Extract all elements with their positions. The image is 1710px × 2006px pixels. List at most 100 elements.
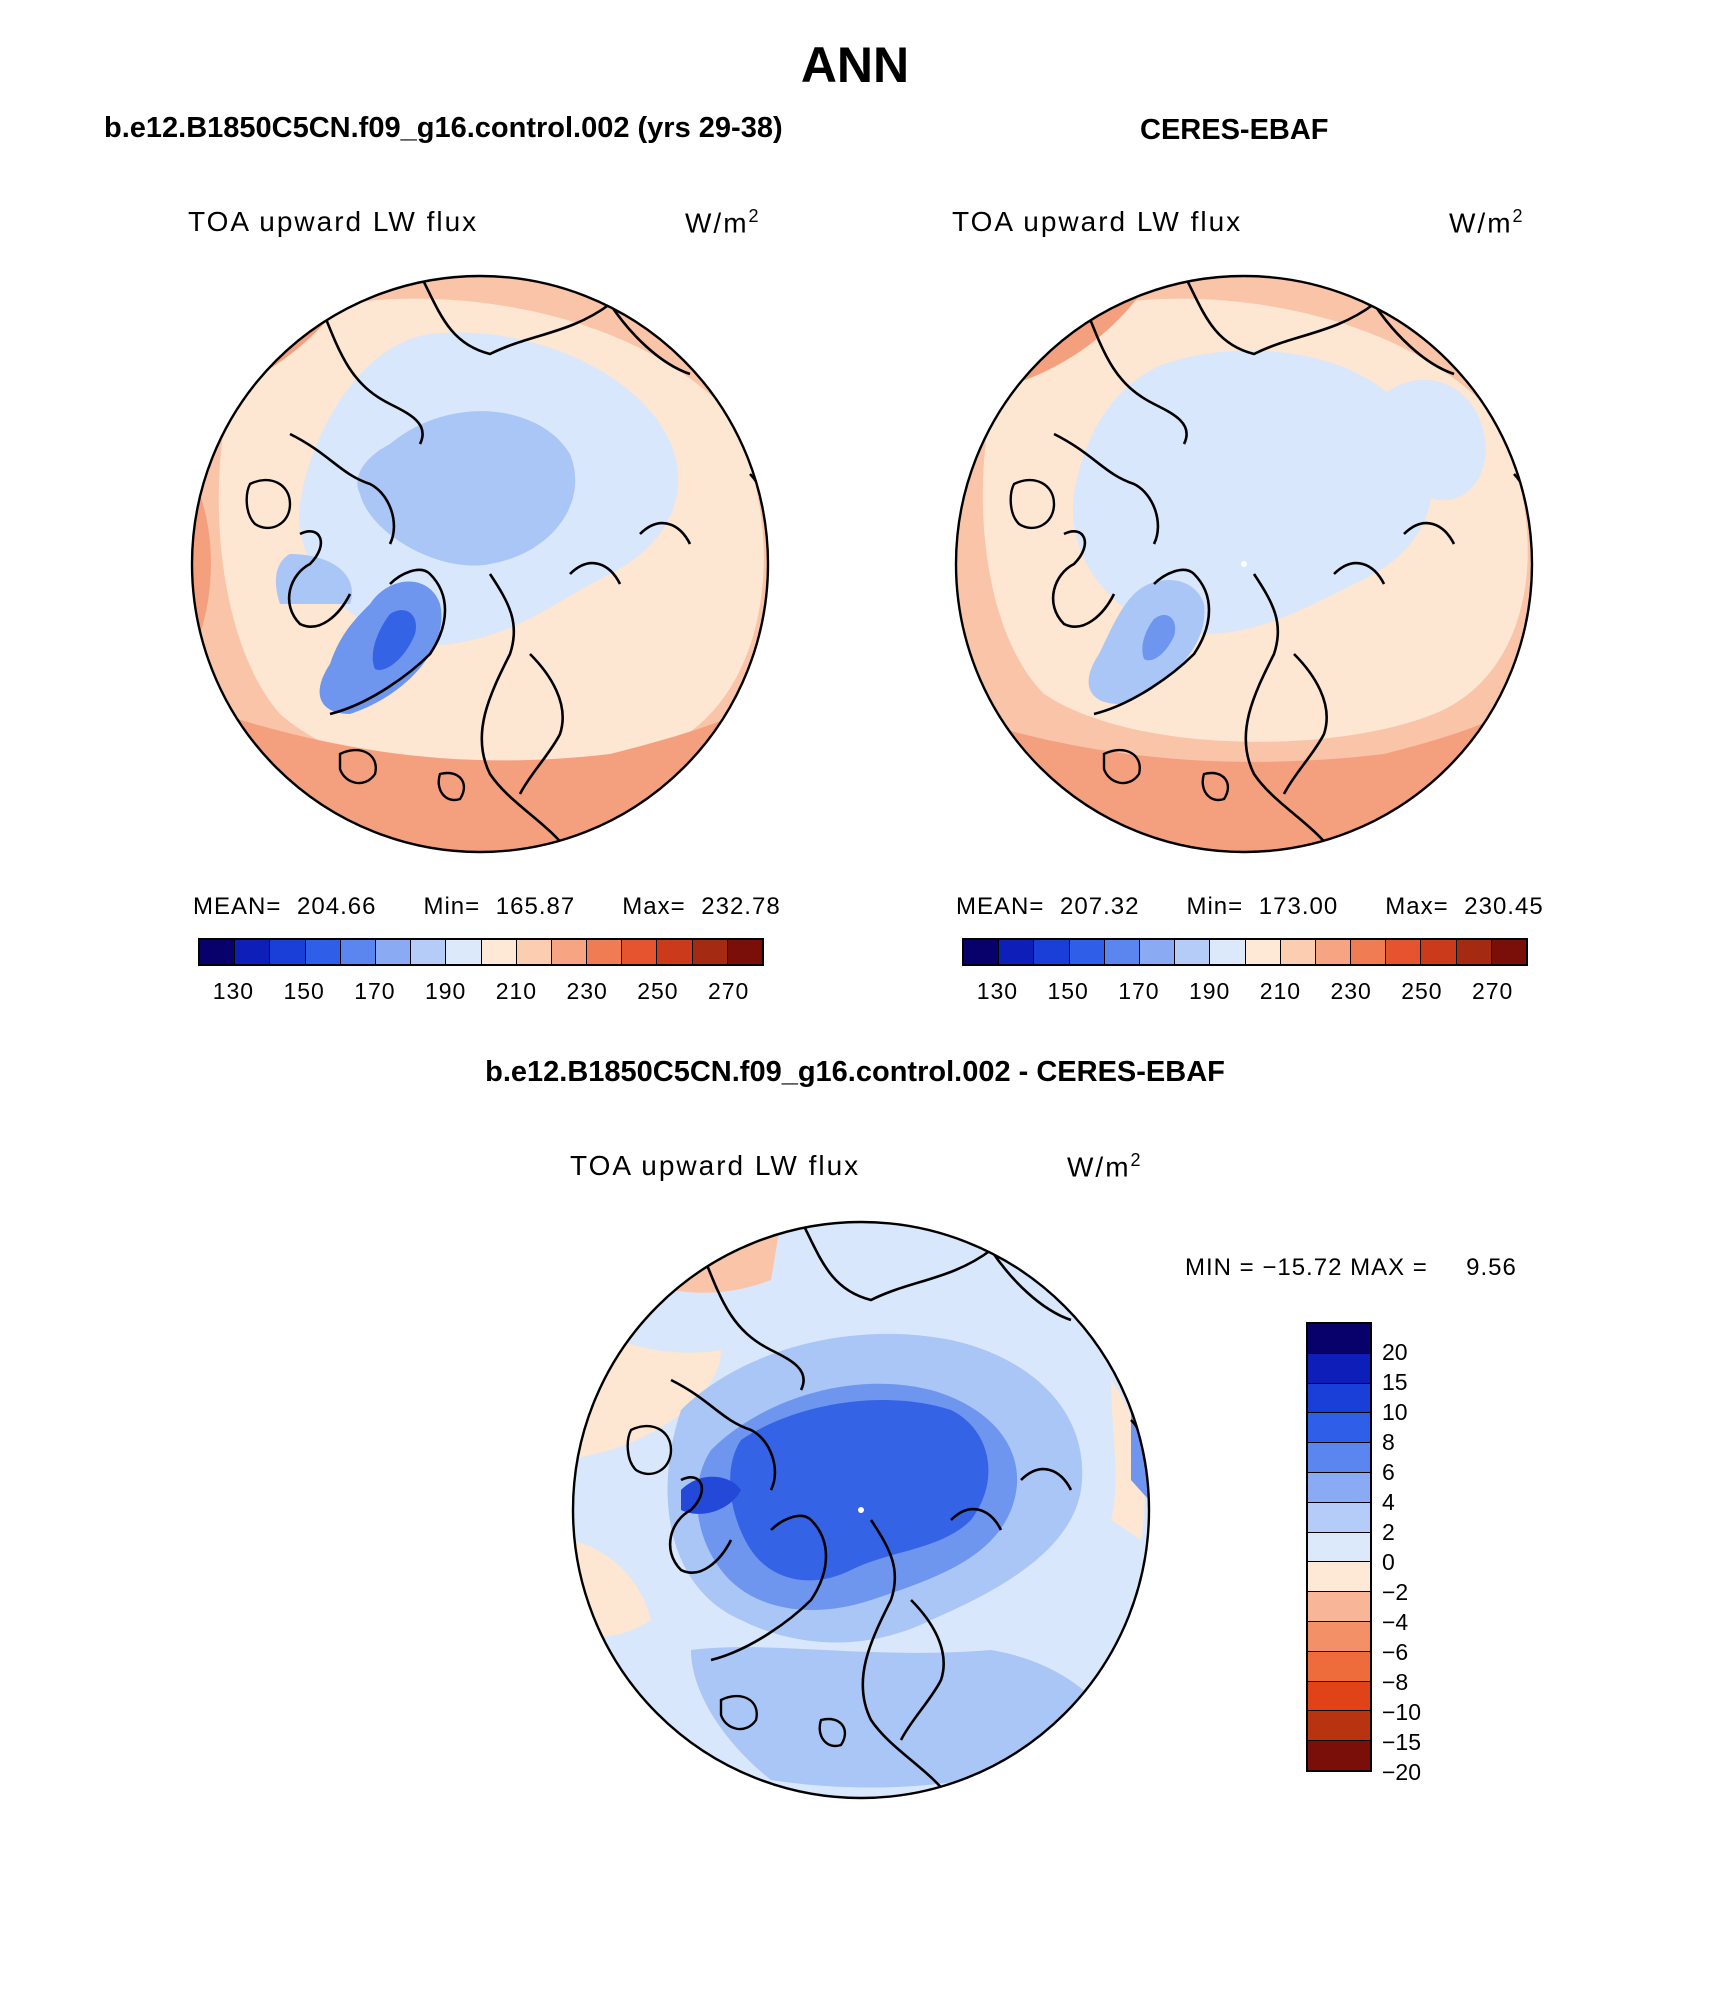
colorbar-tick-label: 2 <box>1382 1519 1395 1545</box>
colorbar-swatch <box>1308 1502 1370 1533</box>
colorbar-diff-ticks: 20 15 10 8 6 4 2 0 −2 −4 −6 −8 −10 −15 −20 <box>1382 1322 1462 1785</box>
colorbar-tick-label: −4 <box>1382 1609 1409 1635</box>
colorbar-swatch <box>516 940 552 964</box>
panel-diff-variable: TOA upward LW flux <box>570 1150 861 1181</box>
colorbar-tick-label: 6 <box>1382 1459 1395 1485</box>
polar-map-right <box>954 274 1534 854</box>
colorbar-tick-label: −8 <box>1382 1669 1409 1695</box>
island-outline <box>626 1424 847 1748</box>
stat-mean: MEAN= 204.66 <box>193 893 377 920</box>
panel-diff-units: W/m2 <box>1067 1150 1143 1183</box>
colorbar-tick-label: 190 <box>424 978 467 1004</box>
colorbar-swatch <box>1210 940 1246 964</box>
colorbar-swatch <box>692 940 728 964</box>
coastline <box>668 1222 1149 1798</box>
colorbar-swatch <box>1308 1741 1370 1770</box>
stat-mean: MEAN= 207.32 <box>956 893 1140 920</box>
pole-marker <box>858 1507 864 1513</box>
colorbar-left-ticks: 130 150 170 190 210 230 250 270 <box>198 978 764 1008</box>
colorbar-swatch <box>375 940 412 964</box>
colorbar-swatch <box>587 940 623 964</box>
map-fill-zone <box>357 411 576 566</box>
map-boundary <box>571 1220 1151 1800</box>
colorbar-swatch <box>1308 1592 1370 1622</box>
colorbar-swatch <box>622 940 658 964</box>
colorbar-swatch <box>1308 1353 1370 1384</box>
colorbar-swatch <box>1308 1383 1370 1414</box>
colorbar-tick-label: 250 <box>637 978 679 1004</box>
colorbar-tick-label: 250 <box>1401 978 1443 1004</box>
colorbar-tick-label: 170 <box>1118 978 1160 1004</box>
colorbar-tick-label: −15 <box>1382 1729 1422 1755</box>
colorbar-tick-label: 130 <box>976 978 1019 1004</box>
colorbar-swatch <box>1315 940 1352 964</box>
units-text: W/m <box>685 207 749 239</box>
units-exponent: 2 <box>1512 206 1525 226</box>
map-boundary <box>190 274 770 854</box>
colorbar-swatch <box>1456 940 1492 964</box>
colorbar-swatch <box>1386 940 1422 964</box>
island-outline <box>1009 478 1230 802</box>
colorbar-tick-label: 170 <box>354 978 396 1004</box>
units-exponent: 2 <box>748 206 761 226</box>
colorbar-swatch <box>305 940 341 964</box>
colorbar-right <box>962 938 1528 966</box>
colorbar-tick-label: 230 <box>566 978 608 1004</box>
colorbar-swatch <box>446 940 482 964</box>
map-fill-zone <box>1142 615 1176 661</box>
colorbar-tick-label: 230 <box>1330 978 1372 1004</box>
panel-left-stats: MEAN= 204.66 Min= 165.87 Max= 232.78 <box>193 893 781 921</box>
map-boundary <box>954 274 1534 854</box>
colorbar-swatch <box>1104 940 1140 964</box>
pole-marker <box>1241 561 1247 567</box>
units-text: W/m <box>1449 207 1513 239</box>
stat-min: Min= 173.00 <box>1186 893 1339 920</box>
colorbar-swatch <box>1421 940 1457 964</box>
colorbar-diff <box>1306 1322 1372 1772</box>
map-fill-zone <box>1384 379 1486 501</box>
colorbar-swatch <box>1308 1472 1370 1503</box>
colorbar-tick-label: 150 <box>283 978 325 1004</box>
map-fill-zone <box>691 1647 1111 1788</box>
colorbar-swatch <box>551 940 588 964</box>
colorbar-swatch <box>1491 940 1526 964</box>
colorbar-swatch <box>964 940 1000 964</box>
map-fill-zone <box>275 554 352 604</box>
colorbar-swatch <box>1308 1413 1370 1444</box>
colorbar-swatch <box>727 940 762 964</box>
colorbar-tick-label: −6 <box>1382 1639 1409 1665</box>
colorbar-swatch <box>340 940 376 964</box>
panel-right-variable: TOA upward LW flux <box>952 206 1243 237</box>
map-fill-zone <box>730 1400 989 1581</box>
colorbar-swatch <box>1245 940 1281 964</box>
colorbar-swatch <box>999 940 1035 964</box>
colorbar-tick-label: 0 <box>1382 1549 1395 1575</box>
colorbar-left <box>198 938 764 966</box>
colorbar-swatch <box>270 940 306 964</box>
colorbar-swatch <box>1308 1324 1370 1354</box>
colorbar-tick-label: 20 <box>1382 1339 1408 1365</box>
map-fill-zone <box>1424 276 1532 344</box>
stat-max: Max= 230.45 <box>1385 893 1544 920</box>
colorbar-right-ticks: 130 150 170 190 210 230 250 270 <box>962 978 1528 1008</box>
colorbar-swatch <box>1308 1711 1370 1742</box>
colorbar-swatch <box>1351 940 1387 964</box>
main-title: ANN <box>800 37 910 93</box>
colorbar-tick-label: 10 <box>1382 1399 1408 1425</box>
stat-min: Min= 165.87 <box>423 893 576 920</box>
colorbar-swatch <box>1139 940 1176 964</box>
colorbar-tick-label: 270 <box>1471 978 1514 1004</box>
map-fill-zone <box>573 1222 781 1293</box>
colorbar-swatch <box>1308 1562 1370 1593</box>
panel-left-variable: TOA upward LW flux <box>188 206 479 237</box>
colorbar-swatch <box>1308 1681 1370 1712</box>
map-fill-zone <box>1111 1380 1145 1540</box>
map-fill-zone <box>1072 350 1432 634</box>
colorbar-swatch <box>411 940 447 964</box>
panel-diff-minmax: MIN = −15.72 MAX = 9.56 <box>1185 1254 1517 1281</box>
coastline <box>1051 276 1532 852</box>
colorbar-tick-label: −20 <box>1382 1759 1422 1785</box>
panel-right-header: CERES-EBAF <box>1140 114 1329 146</box>
colorbar-tick-label: 270 <box>707 978 750 1004</box>
units-text: W/m <box>1067 1151 1131 1183</box>
